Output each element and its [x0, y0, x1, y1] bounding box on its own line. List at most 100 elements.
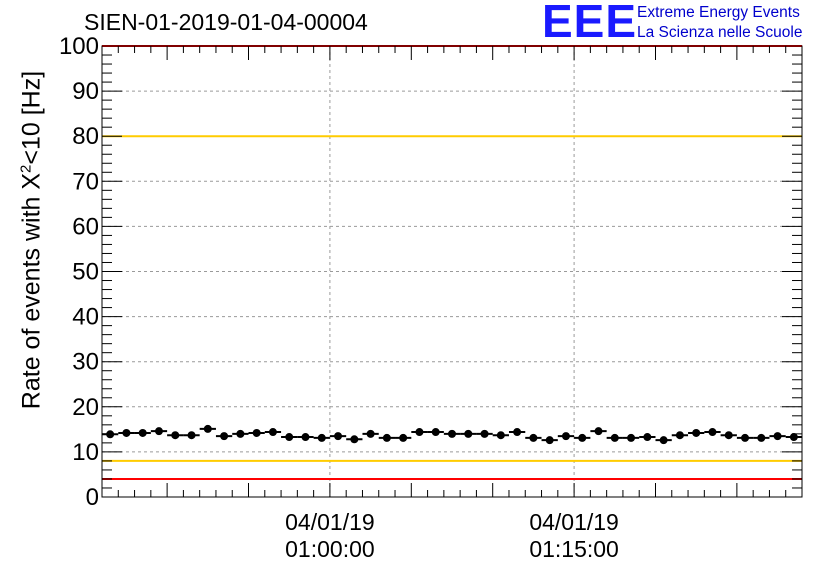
data-point-marker	[610, 433, 619, 442]
data-point-marker	[171, 431, 180, 440]
y-tick-label: 10	[72, 439, 99, 466]
data-point	[329, 432, 347, 441]
data-point	[118, 428, 135, 437]
y-tick-label: 60	[72, 213, 99, 240]
logo-tagline-1: Extreme Energy Events	[637, 4, 800, 21]
data-point	[753, 433, 770, 442]
data-point-marker	[741, 433, 750, 442]
data-point-marker	[773, 432, 782, 441]
data-point	[508, 428, 526, 437]
grid-layer	[102, 46, 802, 497]
data-point-marker	[757, 433, 766, 442]
data-point-marker	[692, 428, 701, 437]
data-point-marker	[627, 433, 636, 442]
data-point-marker	[431, 428, 440, 437]
data-point-marker	[236, 429, 245, 438]
data-point-marker	[529, 433, 538, 442]
data-point	[525, 433, 542, 442]
data-point-marker	[203, 424, 212, 433]
data-point	[215, 432, 233, 441]
y-tick-label: 80	[72, 123, 99, 150]
data-point	[476, 429, 493, 438]
data-point	[688, 428, 705, 437]
x-tick-time-label: 01:00:00	[285, 536, 375, 562]
data-point-marker	[252, 428, 261, 437]
data-point	[460, 429, 477, 438]
data-point-marker	[154, 427, 163, 436]
y-axis-title-prefix: Rate of events with X	[17, 172, 46, 410]
y-tick-label: 30	[72, 349, 99, 376]
data-point	[134, 428, 151, 437]
data-point	[736, 433, 754, 442]
data-point	[199, 424, 216, 433]
y-tick-label: 40	[72, 304, 99, 331]
data-point	[150, 427, 168, 436]
x-tick-date-label: 04/01/19	[285, 509, 375, 535]
data-point	[557, 432, 575, 441]
data-point-marker	[561, 432, 570, 441]
data-point-marker	[187, 431, 196, 440]
y-tick-label: 0	[86, 484, 99, 511]
data-point	[574, 433, 591, 442]
data-point	[362, 429, 379, 438]
data-point	[248, 428, 265, 437]
y-tick-label: 50	[72, 259, 99, 286]
data-point-marker	[513, 428, 522, 437]
tick-labels: 010203040506070809010004/01/1901:00:0004…	[59, 33, 619, 562]
data-point-marker	[122, 428, 131, 437]
y-tick-label: 90	[72, 78, 99, 105]
data-point	[427, 428, 444, 437]
logo-tagline-2: La Scienza nelle Scuole	[637, 24, 803, 41]
data-point-marker	[399, 433, 408, 442]
data-point-marker	[415, 428, 424, 437]
data-point-marker	[220, 432, 229, 441]
data-point-marker	[285, 433, 294, 442]
data-point-marker	[106, 430, 115, 439]
y-tick-label: 100	[59, 33, 99, 60]
data-point	[622, 433, 640, 442]
data-point-marker	[301, 433, 310, 442]
data-point	[590, 427, 607, 436]
data-point	[443, 429, 461, 438]
data-point	[785, 433, 802, 442]
data-point-marker	[659, 436, 668, 445]
data-point-marker	[350, 435, 359, 444]
axis-ticks	[101, 45, 803, 498]
data-point-marker	[480, 429, 489, 438]
data-point	[395, 433, 412, 442]
data-point	[492, 431, 509, 440]
y-tick-label: 70	[72, 168, 99, 195]
data-point	[346, 435, 363, 444]
data-point-marker	[724, 431, 733, 440]
data-point-marker	[448, 429, 456, 438]
data-point	[411, 428, 428, 437]
data-point	[671, 431, 689, 440]
data-series	[102, 424, 802, 445]
data-point	[102, 430, 119, 439]
data-point	[264, 428, 282, 437]
data-point-marker	[675, 431, 684, 440]
y-axis-title-sup: 2	[17, 164, 35, 173]
reference-lines	[102, 45, 802, 480]
data-point-marker	[317, 433, 326, 442]
eee-logo: EEE Extreme Energy Events La Scienza nel…	[542, 0, 832, 47]
y-axis-title-suffix: <10 [Hz]	[17, 70, 46, 165]
x-tick-date-label: 04/01/19	[529, 509, 619, 535]
data-point	[704, 428, 721, 437]
data-point-marker	[789, 433, 798, 442]
data-point-marker	[138, 428, 147, 437]
y-tick-label: 20	[72, 394, 99, 421]
data-point-marker	[366, 429, 375, 438]
data-point	[378, 433, 396, 442]
data-point	[313, 433, 330, 442]
data-point-marker	[594, 427, 603, 436]
data-point-marker	[334, 432, 343, 441]
eee-logo-mark: EEE	[542, 0, 638, 47]
run-title: SIEN-01-2019-01-04-00004	[84, 9, 368, 35]
data-point	[655, 436, 672, 445]
data-point-marker	[496, 431, 505, 440]
data-point	[281, 433, 298, 442]
data-point-marker	[464, 429, 473, 438]
data-point	[183, 431, 200, 440]
